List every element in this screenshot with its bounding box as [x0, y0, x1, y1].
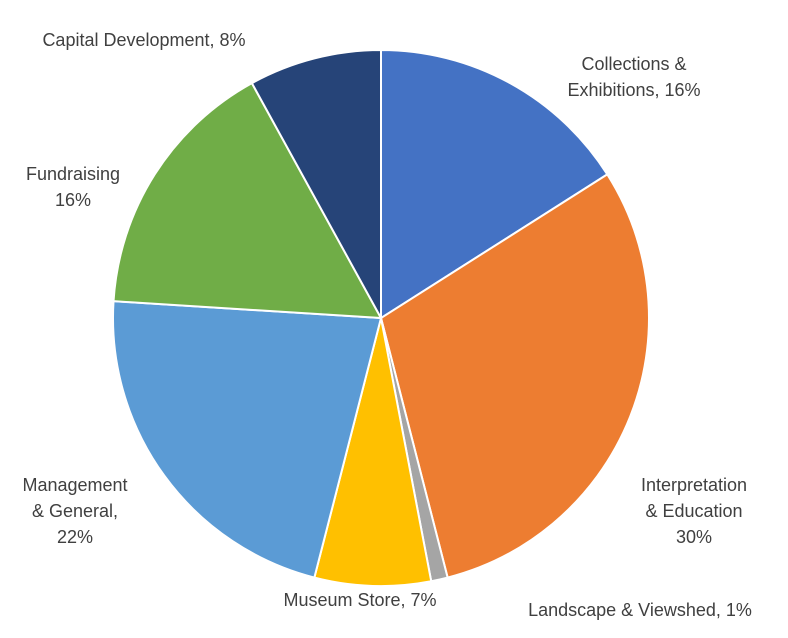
data-label-line: Exhibitions, 16% [567, 80, 700, 100]
data-label-fundraising: Fundraising 16% [26, 164, 120, 210]
data-label-line: Fundraising [26, 164, 120, 184]
slice-fundraising [112, 82, 382, 319]
data-label-management-and-general: Management & General, 22% [22, 475, 127, 547]
data-label-line: Collections & [581, 54, 686, 74]
data-label-line: 22% [57, 527, 93, 547]
data-label-landscape-and-viewshed: Landscape & Viewshed, 1% [528, 600, 752, 620]
slice-museum-store [313, 317, 433, 587]
data-label-museum-store: Museum Store, 7% [283, 590, 436, 610]
data-label-line: Museum Store, 7% [283, 590, 436, 610]
data-label-line: Interpretation [641, 475, 747, 495]
slice-capital-development [250, 49, 382, 319]
data-label-line: Management [22, 475, 127, 495]
data-label-collections-and-exhibitions: Collections & Exhibitions, 16% [567, 54, 700, 100]
slice-interpretation-and-education [380, 173, 650, 579]
data-label-line: & Education [645, 501, 742, 521]
data-label-line: & General, [32, 501, 118, 521]
data-label-line: 16% [55, 190, 91, 210]
slice-management-and-general [112, 300, 382, 579]
data-label-line: Landscape & Viewshed, 1% [528, 600, 752, 620]
data-label-line: Capital Development, 8% [42, 30, 245, 50]
data-label-line: 30% [676, 527, 712, 547]
data-label-interpretation-and-education: Interpretation & Education 30% [641, 475, 747, 547]
slice-collections-and-exhibitions [380, 49, 609, 319]
data-label-capital-development: Capital Development, 8% [42, 30, 245, 50]
